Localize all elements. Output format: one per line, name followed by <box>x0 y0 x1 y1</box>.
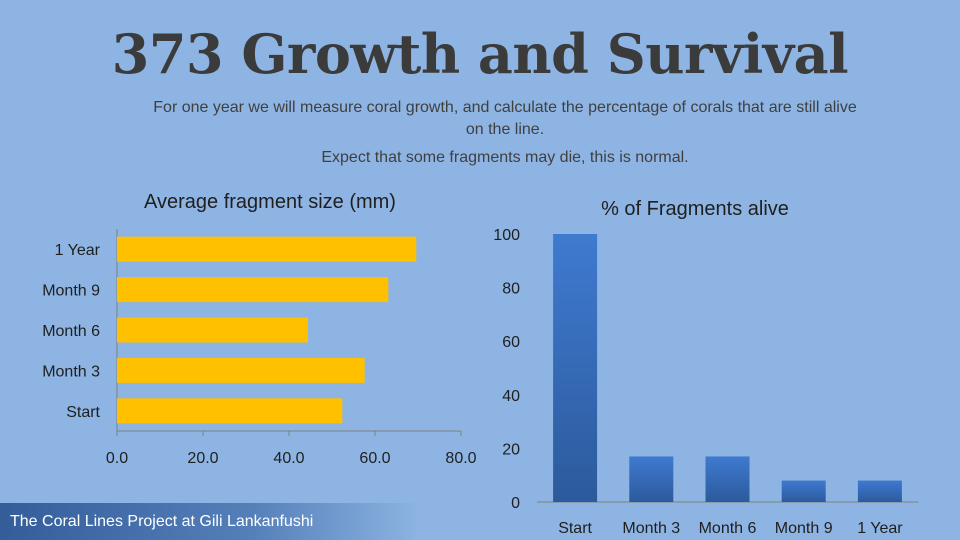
survival-category-label: Start <box>558 520 592 537</box>
survival-category-label: Month 3 <box>622 520 680 537</box>
size-category-label: Month 6 <box>42 323 100 340</box>
survival-y-tick-label: 100 <box>493 227 520 244</box>
footer-text: The Coral Lines Project at Gili Lankanfu… <box>10 513 314 530</box>
size-chart-title: Average fragment size (mm) <box>144 191 396 213</box>
size-bar-0 <box>117 398 343 424</box>
survival-chart-title: % of Fragments alive <box>601 198 789 220</box>
subtitle-line-2: Expect that some fragments may die, this… <box>321 149 689 166</box>
survival-category-label: Month 9 <box>775 520 833 537</box>
size-bar-3 <box>117 277 389 303</box>
size-bar-4 <box>117 236 417 262</box>
size-x-tick-label: 0.0 <box>106 450 128 467</box>
survival-bar-4 <box>857 480 902 502</box>
survival-bar-1 <box>629 456 674 502</box>
size-x-tick-label: 60.0 <box>359 450 390 467</box>
page-title: 373 Growth and Survival <box>111 22 849 86</box>
survival-y-tick-label: 40 <box>502 388 520 405</box>
size-bar-2 <box>117 317 308 343</box>
footer-banner: The Coral Lines Project at Gili Lankanfu… <box>0 503 420 540</box>
survival-category-label: Month 6 <box>699 520 757 537</box>
size-category-label: Start <box>66 404 100 421</box>
size-x-tick-label: 20.0 <box>187 450 218 467</box>
size-category-label: Month 9 <box>42 283 100 300</box>
survival-bar-2 <box>705 456 750 502</box>
survival-bar-0 <box>553 234 598 502</box>
size-x-tick-label: 80.0 <box>445 450 476 467</box>
size-x-tick-label: 40.0 <box>273 450 304 467</box>
size-bar-1 <box>117 357 365 383</box>
subtitle-line-1: For one year we will measure coral growt… <box>153 99 857 138</box>
survival-y-tick-label: 0 <box>511 495 520 512</box>
survival-bar-3 <box>781 480 826 502</box>
survival-y-tick-label: 60 <box>502 334 520 351</box>
size-category-label: Month 3 <box>42 363 100 380</box>
survival-y-tick-label: 80 <box>502 281 520 298</box>
size-category-label: 1 Year <box>55 242 101 259</box>
survival-y-tick-label: 20 <box>502 441 520 458</box>
survival-category-label: 1 Year <box>857 520 903 537</box>
